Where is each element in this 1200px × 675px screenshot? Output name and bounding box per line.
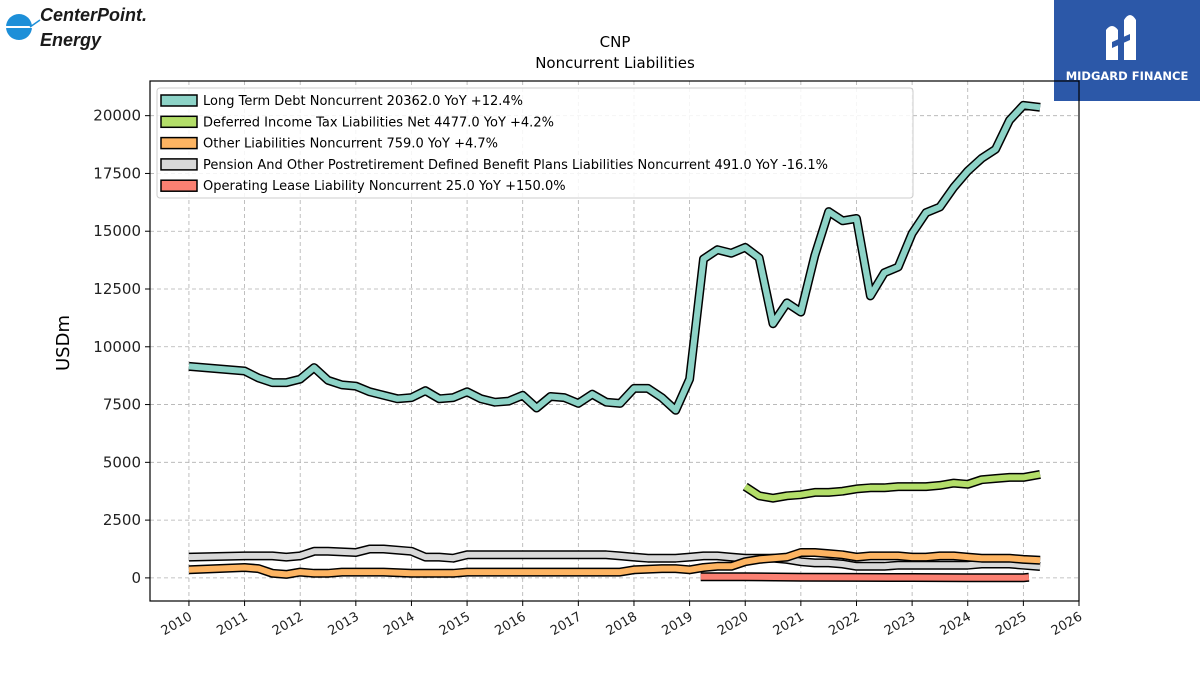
legend-swatch [160,94,198,107]
legend-entry: Other Liabilities Noncurrent 759.0 YoY +… [203,137,498,152]
legend-swatch [160,179,198,192]
series-2 [742,469,1041,503]
x-tick-label: 2011 [214,609,250,639]
legend-swatch [160,115,198,129]
x-tick-label: 2016 [493,609,529,639]
legend-box [156,87,914,199]
y-axis-label: USDm [53,315,74,371]
legend-swatch [160,158,198,171]
chart-subtitle: Noncurrent Liabilities [535,54,695,72]
logo-line2: Energy [40,30,102,50]
x-tick-label: 2024 [938,609,974,639]
x-tick-label: 2025 [993,609,1029,639]
midgard-finance-logo: MIDGARD FINANCE [1054,0,1200,101]
y-tick-label: 5000 [103,453,141,471]
x-tick-label: 2013 [326,609,362,639]
legend-entry: Long Term Debt Noncurrent 20362.0 YoY +1… [203,94,523,109]
x-tick-label: 2015 [437,609,473,639]
centerpoint-energy-logo: CenterPoint. Energy [0,0,150,60]
chart-title: CNP [600,33,631,51]
logo-line1: CenterPoint. [40,5,147,25]
x-tick-label: 2022 [826,609,862,639]
series-line [700,573,1030,581]
y-tick-label: 7500 [103,396,141,414]
series-4 [188,544,1041,571]
y-tick-label: 0 [131,569,141,587]
y-tick-label: 20000 [93,107,141,125]
x-tick-label: 2021 [771,609,807,639]
series-line [188,546,1041,570]
legend-entry: Deferred Income Tax Liabilities Net 4477… [203,115,554,130]
legend-entry: Operating Lease Liability Noncurrent 25.… [203,179,566,194]
y-tick-label: 17500 [93,164,141,182]
series-3 [188,548,1041,579]
series-line [188,102,1041,414]
y-tick-label: 12500 [93,280,141,298]
y-tick-label: 2500 [103,511,141,529]
x-tick-label: 2017 [548,609,584,639]
x-tick-label: 2023 [882,609,918,639]
legend-entry: Pension And Other Postretirement Defined… [203,158,828,173]
x-tick-label: 2014 [381,609,417,639]
series-line [743,471,1041,502]
series-layer [188,100,1041,583]
series-5 [700,572,1030,583]
logo-text: MIDGARD FINANCE [1066,69,1189,83]
legend: Long Term Debt Noncurrent 20362.0 YoY +1… [156,87,914,199]
x-tick-label: 2020 [715,609,751,639]
x-tick-label: 2012 [270,609,306,639]
series-line [188,549,1041,578]
x-tick-label: 2010 [159,609,195,639]
series-1 [188,100,1041,415]
legend-swatch [160,136,198,150]
x-tick-label: 2019 [659,609,695,639]
x-tick-label: 2018 [604,609,640,639]
plot-frame [149,80,1080,602]
x-tick-label: 2026 [1049,609,1085,639]
y-tick-label: 10000 [93,338,141,356]
y-tick-label: 15000 [93,222,141,240]
